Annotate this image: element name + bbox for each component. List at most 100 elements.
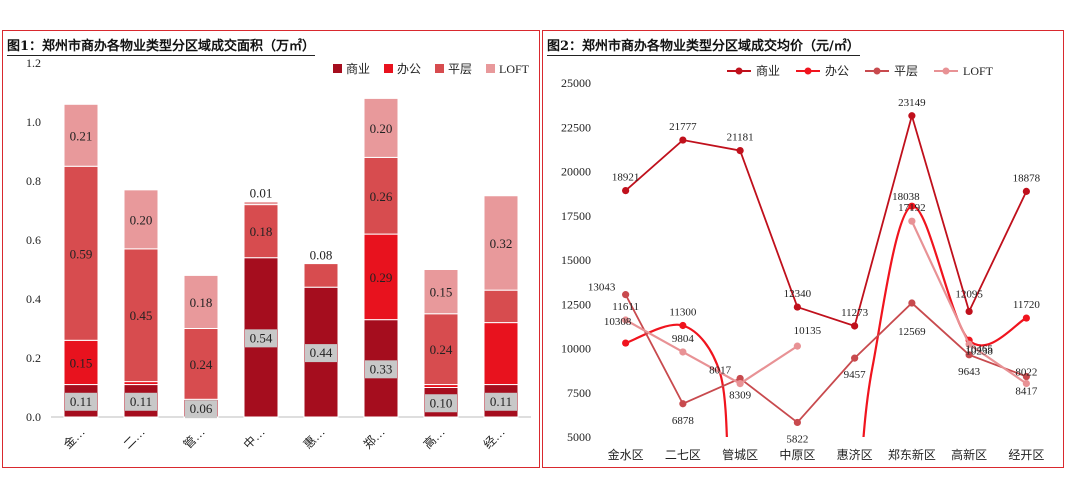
data-label: 0.26 (370, 189, 393, 204)
legend-label: 平层 (894, 64, 918, 78)
y-tick-label: 17500 (561, 209, 591, 223)
legend-label: LOFT (963, 64, 994, 78)
bar-segment-flat (63, 165, 99, 341)
y-tick-label: 0.6 (26, 233, 41, 247)
area-chart-panel: 图1：郑州市商办各物业类型分区域成交面积（万㎡） 0.0 0.2 0.4 0.6 0.8… (2, 30, 540, 468)
data-label: 0.11 (70, 394, 92, 409)
point-label: 10238 (965, 345, 993, 357)
point-label: 10135 (794, 325, 822, 337)
data-point (1022, 187, 1030, 195)
point-label: 21777 (669, 121, 697, 133)
data-point (622, 186, 630, 195)
x-tick-label: 经开区 (1008, 448, 1044, 462)
data-point (908, 217, 916, 225)
bar-segment-flat (303, 263, 339, 288)
legend-label: 商业 (756, 63, 780, 78)
point-label: 10308 (604, 316, 632, 328)
data-point (965, 307, 973, 316)
y-tick-label: 7500 (567, 386, 591, 400)
data-label: 0.29 (370, 270, 393, 285)
point-label: 11611 (612, 301, 639, 313)
data-label: 0.11 (130, 394, 152, 409)
legend-marker (942, 67, 950, 75)
data-point (1022, 372, 1030, 381)
legend-marker (873, 67, 881, 75)
bar-segment-office (483, 322, 519, 386)
y-tick-label: 0.2 (26, 351, 41, 365)
series-line (624, 294, 1027, 424)
point-label: 5822 (786, 433, 808, 445)
data-point (679, 400, 687, 408)
data-label-box (425, 394, 457, 413)
data-point (679, 348, 687, 356)
legend-label: 平层 (448, 62, 472, 76)
bar-segment-loft (243, 201, 279, 206)
point-label: 12095 (955, 288, 983, 300)
series-commercial (625, 112, 1028, 328)
y-tick-label: 0.0 (26, 410, 41, 424)
data-point (1022, 314, 1030, 322)
bar-segment-office (363, 233, 399, 321)
x-tick-label: 惠… (301, 425, 328, 452)
legend-swatch (384, 64, 393, 73)
point-label: 23149 (898, 97, 926, 109)
point-label: 8017 (709, 365, 732, 377)
series-flat (624, 294, 1027, 424)
point-label: 8417 (1015, 386, 1038, 398)
price-chart-panel: 图2：郑州市商办各物业类型分区域成交均价（元/㎡） 5000 7500 10000 1… (542, 30, 1064, 468)
bar-segment-loft (483, 195, 519, 291)
point-label: 12340 (784, 288, 812, 300)
bar-segment-flat (183, 328, 219, 400)
data-point (679, 136, 687, 144)
data-label: 0.45 (130, 308, 153, 323)
data-label: 0.20 (130, 212, 153, 227)
data-label: 0.20 (370, 121, 393, 136)
bar-segment-loft (363, 97, 399, 158)
y-tick-label: 15000 (561, 253, 591, 267)
data-label-box (305, 344, 337, 363)
bar-segment-flat (363, 156, 399, 235)
data-point (908, 299, 916, 307)
point-label: 8309 (729, 389, 752, 401)
data-label-box (485, 392, 517, 411)
point-label: 11273 (841, 307, 869, 319)
series-line (625, 319, 798, 385)
y-tick-label: 25000 (561, 76, 591, 90)
data-point (736, 379, 744, 388)
point-label: 11720 (1013, 299, 1041, 311)
data-label: 0.44 (310, 345, 333, 360)
point-label: 10465 (965, 343, 993, 355)
data-label: 0.10 (430, 395, 453, 410)
data-label: 0.24 (190, 357, 213, 372)
bar-segment-flat (423, 313, 459, 386)
y-tick-label: 5000 (567, 430, 591, 444)
point-label: 9457 (844, 369, 867, 381)
data-label: 0.15 (430, 285, 453, 300)
bar-segment-loft (63, 103, 99, 167)
x-tick-label: 二… (121, 425, 148, 452)
x-tick-label: 管城区 (722, 447, 758, 462)
data-label: 0.59 (70, 246, 93, 261)
y-tick-label: 0.4 (26, 292, 41, 306)
x-tick-label: 高新区 (951, 447, 987, 462)
point-label: 9643 (958, 366, 981, 378)
x-tick-label: 二七区 (665, 448, 701, 462)
data-point (851, 322, 859, 330)
point-label: 12569 (898, 326, 926, 338)
data-label: 0.33 (370, 361, 393, 376)
bar-segment-loft (123, 189, 159, 250)
point-label: 21181 (727, 132, 754, 144)
series-line (625, 112, 1028, 328)
data-label-box (65, 392, 97, 411)
legend-marker (804, 67, 812, 75)
data-label-box (185, 400, 217, 419)
point-label: 17192 (898, 202, 926, 214)
point-label: 11300 (669, 306, 697, 318)
x-tick-label: 郑东新区 (888, 447, 936, 462)
legend-label: LOFT (499, 62, 530, 76)
data-point (622, 291, 630, 299)
data-point (622, 339, 630, 347)
data-label-box (125, 392, 157, 411)
x-tick-label: 中原区 (779, 447, 815, 462)
x-tick-label: 管… (180, 424, 208, 452)
